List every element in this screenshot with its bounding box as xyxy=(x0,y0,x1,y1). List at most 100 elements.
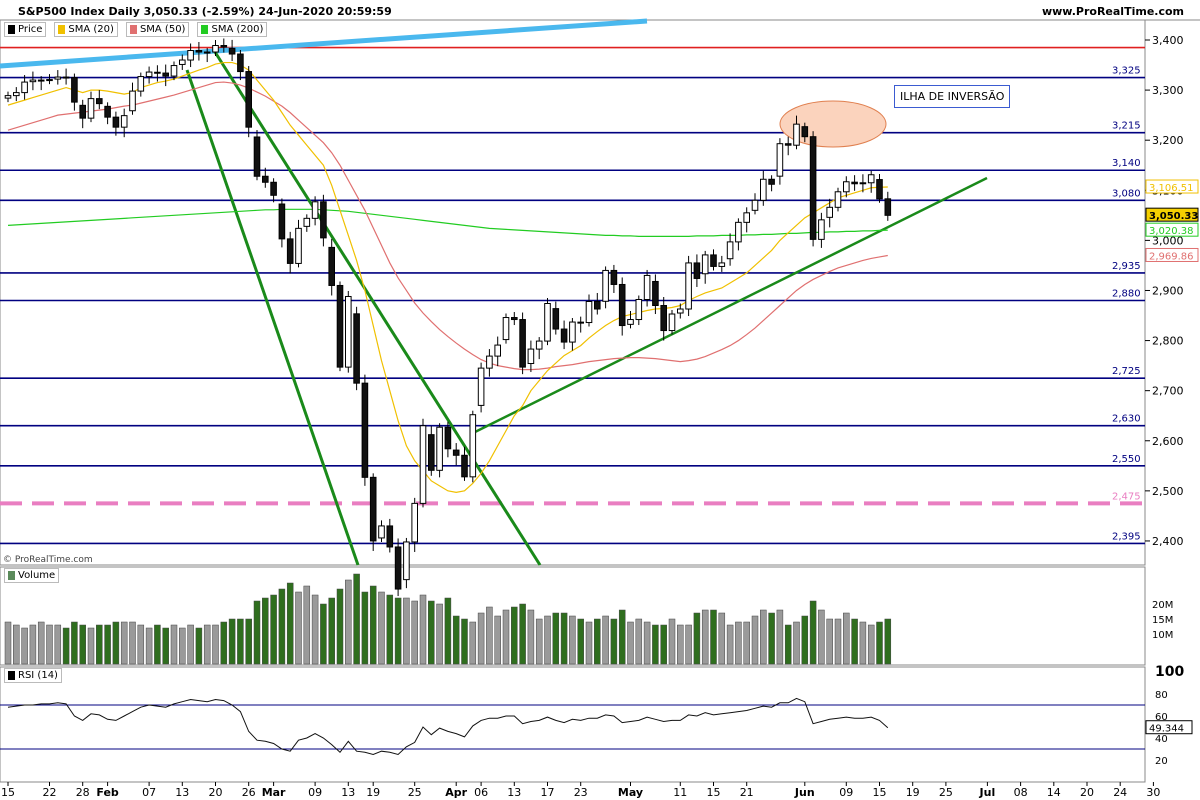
volume-bar xyxy=(444,597,452,665)
candle-body xyxy=(535,340,543,350)
price-tick-label: 2,800 xyxy=(1152,335,1184,348)
candle-body xyxy=(129,90,136,112)
volume-bar xyxy=(203,624,211,665)
x-tick-label: 11 xyxy=(673,786,687,799)
x-tick-label: 08 xyxy=(1014,786,1028,799)
price-tick-label: 2,900 xyxy=(1152,284,1184,297)
volume-panel-frame xyxy=(0,566,1146,666)
x-tick-label: Jun xyxy=(794,786,815,799)
volume-bar xyxy=(801,615,809,665)
volume-bar xyxy=(345,579,352,665)
x-tick-label: Jul xyxy=(979,786,996,799)
candle-body xyxy=(403,541,410,581)
legend-price[interactable]: Price xyxy=(4,22,47,37)
level-label: 3,140 xyxy=(1112,158,1141,169)
x-tick-label: 15 xyxy=(873,786,887,799)
candle-body xyxy=(843,181,850,193)
candle-body xyxy=(320,201,327,239)
candle-body xyxy=(37,79,45,82)
x-tick-label: 15 xyxy=(1,786,15,799)
candle-body xyxy=(826,206,834,218)
volume-bar xyxy=(486,606,493,665)
volume-bar xyxy=(884,618,892,665)
last-value-label: 3,106.51 xyxy=(1149,183,1194,194)
x-tick-label: 22 xyxy=(43,786,57,799)
candle-body xyxy=(527,348,535,365)
level-label: 2,725 xyxy=(1112,366,1141,377)
candle-body xyxy=(170,65,178,77)
candle-body xyxy=(710,254,717,267)
volume-tick-label: 15M xyxy=(1152,615,1173,626)
volume-bar xyxy=(104,624,111,665)
level-label: 2,880 xyxy=(1112,288,1141,299)
x-tick-label: 14 xyxy=(1047,786,1061,799)
candle-body xyxy=(328,246,335,286)
volume-bar xyxy=(718,612,726,665)
volume-bar xyxy=(212,624,219,665)
rsi-last-tag xyxy=(1145,720,1193,735)
site-label[interactable]: www.ProRealTime.com xyxy=(1041,5,1184,18)
legend-sma50-swatch xyxy=(129,25,137,34)
price-tick-label: 2,700 xyxy=(1152,385,1184,398)
candle-body xyxy=(428,434,435,471)
candle-body xyxy=(884,198,892,216)
volume-bar xyxy=(843,612,850,665)
volume-bar xyxy=(436,603,443,665)
candle-body xyxy=(386,525,394,548)
volume-bar xyxy=(46,624,53,665)
candle-body xyxy=(253,136,261,177)
sma200-line xyxy=(7,208,888,237)
candle-body xyxy=(768,178,775,185)
legend-price-swatch xyxy=(8,25,15,34)
candle-body xyxy=(228,47,236,55)
sma50-line xyxy=(7,81,888,371)
volume-tick-label: 10M xyxy=(1152,630,1173,641)
last-value-label: 3,050.33 xyxy=(1149,211,1198,222)
price-tick-label: 3,000 xyxy=(1152,234,1184,247)
volume-bar xyxy=(784,624,792,665)
candle-body xyxy=(62,76,70,79)
last-value-tag xyxy=(1145,222,1199,237)
candle-body xyxy=(436,426,443,471)
legend-sma200[interactable]: SMA (200) xyxy=(197,22,268,37)
volume-panel-label[interactable]: Volume xyxy=(4,568,60,583)
volume-bar xyxy=(751,615,759,665)
volume-bar xyxy=(170,624,178,665)
x-tick-label: 26 xyxy=(242,786,256,799)
candle-body xyxy=(610,269,618,285)
candle-body xyxy=(419,425,427,504)
candle-body xyxy=(220,45,228,48)
candle-body xyxy=(452,449,460,456)
candle-body xyxy=(668,313,676,332)
x-tick-label: Feb xyxy=(96,786,119,799)
volume-bar xyxy=(37,621,45,665)
volume-bar xyxy=(527,609,535,665)
legend-sma20[interactable]: SMA (20) xyxy=(54,22,118,37)
rsi-last-label: 49.344 xyxy=(1149,724,1184,735)
x-tick-label: 28 xyxy=(76,786,90,799)
candle-body xyxy=(237,53,244,73)
candle-body xyxy=(859,182,867,185)
volume-bar xyxy=(469,621,477,665)
candle-body xyxy=(79,104,87,119)
volume-bar xyxy=(295,591,302,665)
rsi-panel-label[interactable]: RSI (14) xyxy=(4,668,62,683)
level-label: 2,550 xyxy=(1112,454,1141,465)
volume-bar xyxy=(826,618,833,665)
x-tick-label: Apr xyxy=(445,786,467,799)
volume-bar xyxy=(386,594,394,665)
level-label: 2,395 xyxy=(1112,531,1141,542)
legend-sma50[interactable]: SMA (50) xyxy=(125,22,190,37)
candle-body xyxy=(353,313,360,384)
candle-body xyxy=(245,71,252,128)
volume-bar xyxy=(710,609,717,665)
candle-body xyxy=(867,174,875,184)
volume-bar xyxy=(867,624,875,665)
candle-body xyxy=(345,295,352,368)
candle-body xyxy=(378,525,385,539)
candle-body xyxy=(21,81,28,94)
volume-bar xyxy=(328,597,335,665)
price-tick-label: 3,300 xyxy=(1152,84,1184,97)
x-tick-label: May xyxy=(618,786,643,799)
volume-bar xyxy=(668,618,676,665)
